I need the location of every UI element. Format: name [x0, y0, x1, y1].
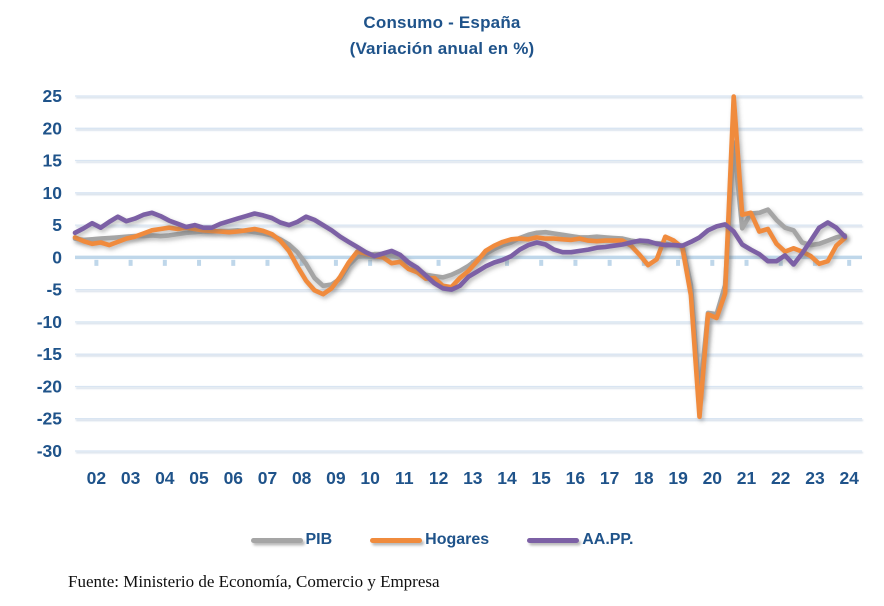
source-note: Fuente: Ministerio de Economía, Comercio… [68, 572, 440, 591]
legend-label-hogares: Hogares [425, 531, 490, 548]
x-tick-label: 14 [497, 468, 517, 488]
chart-title: Consumo - España [363, 13, 521, 32]
chart-subtitle: (Variación anual en %) [349, 39, 535, 58]
x-tick-label: 23 [805, 468, 825, 488]
chart-legend: PIB Hogares AA.PP. [0, 531, 884, 549]
x-tick-label: 17 [600, 468, 619, 488]
y-tick-label: -25 [37, 409, 63, 429]
x-tick-label: 05 [189, 468, 209, 488]
y-tick-label: -20 [37, 377, 63, 397]
series-line-hogares [72, 94, 848, 420]
y-tick-label: -10 [37, 312, 63, 332]
x-tick-label: 15 [531, 468, 551, 488]
x-axis-labels: 02 03 04 05 06 07 08 09 10 11 12 13 14 15 16 17 18 19 20 21… [87, 468, 860, 488]
y-tick-label: 25 [43, 86, 63, 106]
legend-label-pib: PIB [305, 531, 333, 548]
y-tick-label: -30 [37, 441, 63, 461]
y-tick-label: 5 [52, 215, 62, 235]
x-tick-label: 13 [463, 468, 483, 488]
x-tick-label: 07 [258, 468, 277, 488]
y-tick-label: -15 [37, 344, 63, 364]
y-tick-label: 20 [43, 118, 63, 138]
aapp-line-swatch [527, 537, 580, 543]
x-tick-label: 04 [155, 468, 175, 488]
legend-item-hogares: Hogares [370, 531, 489, 549]
y-tick-label: 10 [43, 183, 63, 203]
x-tick-label: 08 [292, 468, 312, 488]
hogares-line-swatch [370, 537, 423, 543]
series-line-aapp [72, 210, 848, 292]
x-tick-label: 20 [703, 468, 723, 488]
x-tick-label: 09 [326, 468, 346, 488]
x-tick-label: 10 [360, 468, 380, 488]
legend-label-aapp: AA.PP. [582, 531, 634, 548]
y-tick-label: 0 [52, 247, 62, 267]
legend-item-pib: PIB [250, 531, 333, 549]
x-tick-label: 24 [839, 468, 859, 488]
x-tick-label: 21 [737, 468, 757, 488]
legend-item-aapp: AA.PP. [527, 531, 633, 549]
x-tick-label: 22 [771, 468, 791, 488]
y-tick-label: 15 [43, 151, 63, 171]
y-tick-label: -5 [46, 280, 62, 300]
y-axis-labels: 25 20 15 10 5 0 -5 -10 -15 -20 -25 -30 [37, 86, 63, 461]
x-tick-label: 02 [87, 468, 107, 488]
x-tick-label: 18 [634, 468, 654, 488]
x-tick-label: 11 [395, 468, 414, 488]
x-tick-label: 03 [121, 468, 141, 488]
x-tick-label: 12 [429, 468, 449, 488]
x-tick-label: 16 [566, 468, 586, 488]
x-tick-label: 06 [224, 468, 244, 488]
pib-line-swatch [250, 537, 303, 543]
x-tick-label: 19 [668, 468, 688, 488]
